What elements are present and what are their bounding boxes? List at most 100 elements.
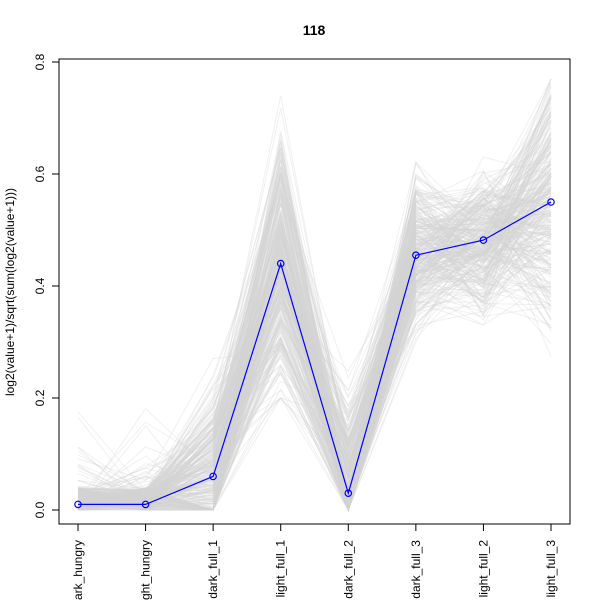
background-line [77,152,552,511]
data-point [547,198,555,206]
background-line [77,176,552,512]
background-line [77,173,552,511]
background-line [77,190,552,510]
background-line [77,161,552,511]
background-line [77,250,552,511]
background-line [77,189,552,502]
background-line [77,197,552,511]
background-line [77,211,552,511]
background-line [77,150,552,511]
background-line [77,211,552,511]
background-line [77,144,552,508]
background-line [77,227,552,508]
background-line [77,188,552,508]
background-line [77,194,552,509]
background-line [77,191,552,512]
background-line [77,92,552,512]
background-line [77,186,552,511]
chart-title: 118 [303,22,326,38]
y-tick-label: 0.2 [33,389,47,406]
background-line [77,111,552,494]
background-line [77,188,552,511]
background-line [77,86,552,501]
background-line [77,197,552,507]
background-line [77,166,552,511]
background-line [77,201,552,504]
background-line [77,164,552,511]
background-line [78,191,552,512]
background-line [77,217,552,511]
background-line [77,78,552,509]
background-line [77,172,552,511]
background-line [77,146,552,511]
background-line [77,225,552,505]
background-line [77,96,552,511]
background-line [77,220,552,506]
background-line [77,209,552,509]
background-line [77,101,552,500]
background-line [77,138,552,511]
x-tick-label: light_hungry [139,540,153,600]
background-line [77,178,552,512]
background-line [77,106,552,504]
background-line [77,94,552,511]
x-tick-label: light_full_3 [544,540,558,598]
background-line [77,136,552,512]
background-line [77,111,552,506]
background-line [77,210,552,512]
y-tick-label: 0.6 [33,165,47,182]
background-line [77,143,552,510]
background-line [77,124,552,492]
background-line [77,101,552,511]
background-line [77,183,552,511]
background-line [77,148,552,511]
background-line [77,167,552,511]
background-line [77,160,552,512]
background-line [77,138,552,509]
x-tick-label: dark_full_3 [409,540,423,599]
background-line [77,150,552,512]
background-line [77,223,552,512]
background-line [77,234,552,512]
background-line [77,222,552,511]
background-line [77,83,552,510]
background-line [77,179,552,509]
background-line [77,254,552,508]
background-line [77,133,552,512]
background-line [77,137,552,511]
background-line [77,113,552,512]
background-line [77,193,552,511]
background-line [77,140,552,499]
background-line [77,207,552,511]
background-line [77,186,552,512]
x-tick-label: light_full_1 [274,540,288,598]
background-line [77,164,552,504]
background-line [77,186,552,497]
background-line [77,205,552,511]
background-line [77,174,552,511]
background-line [77,186,552,511]
x-tick-label: dark_full_2 [341,540,355,599]
background-line [77,169,552,505]
background-line [77,207,552,508]
background-line [77,158,552,499]
background-line [77,216,552,505]
background-line [77,97,552,499]
background-line [77,173,552,508]
background-line [77,233,552,510]
background-line [77,145,552,512]
background-line [77,151,552,489]
background-line [77,95,552,503]
series-group [74,198,555,509]
background-line [77,111,552,512]
background-line [77,182,552,507]
background-line [77,132,552,511]
x-tick-label: dark_full_1 [206,540,220,599]
background-line [77,164,552,511]
background-line [77,162,552,510]
background-line [77,191,552,511]
background-line [77,205,552,511]
background-line [77,187,552,511]
background-line [77,136,552,506]
background-line [77,173,552,502]
